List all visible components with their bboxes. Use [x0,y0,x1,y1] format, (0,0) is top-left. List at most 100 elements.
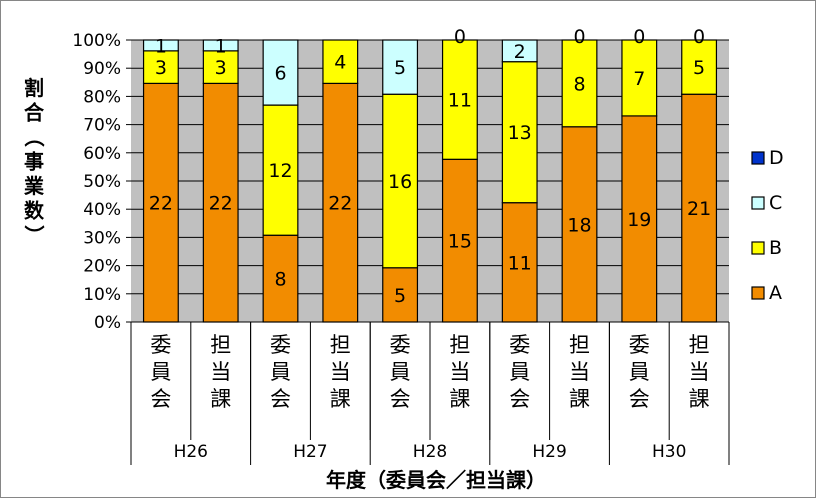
x-category-label-char: 担 [449,333,470,357]
data-label: 12 [268,160,292,182]
bar-segment-A [681,93,718,323]
data-label: 0 [633,26,645,48]
x-category-label-char: 当 [689,360,710,384]
x-group-label: H26 [174,442,208,462]
x-category-label-char: 員 [629,360,650,384]
x-category-label-char: 会 [390,387,411,411]
bar-segment-B [501,61,538,204]
y-tick-label: 10% [83,285,121,305]
data-label: 8 [573,73,585,95]
x-category-label-char: 課 [569,387,590,411]
data-label: 5 [394,57,406,79]
y-tick-label: 20% [83,257,121,277]
x-group-label: H30 [652,442,686,462]
bar-segment-B [621,39,658,117]
x-category-label-char: 委 [629,333,650,357]
bar-segment-A [202,82,239,323]
x-group-label: H28 [413,442,447,462]
y-title-char: ） [22,225,46,245]
data-label: 1 [215,35,227,57]
x-category-label-char: 担 [330,333,351,357]
data-label: 6 [274,63,286,85]
data-label: 4 [334,52,346,74]
legend: D C B A [751,147,784,304]
x-category-label-char: 会 [629,387,650,411]
y-tick-label: 90% [83,59,121,79]
y-tick-label: 100% [72,31,121,51]
bar-segment-C [382,39,419,95]
y-axis-title: 割合（ 事業数） [22,76,46,245]
legend-swatch [751,241,765,255]
data-label: 5 [693,57,705,79]
data-label: 19 [627,209,651,231]
x-category-label-char: 課 [210,387,231,411]
x-category-label-char: 担 [210,333,231,357]
y-axis-ticks: 0% 10% 20% 30% 40% 50% 60% 70% 80% 90% 100% [72,31,131,333]
bar-segment-B [202,50,239,84]
x-category-label-char: 委 [509,333,530,357]
x-category-label-char: 員 [390,360,411,384]
x-category-label-char: 委 [150,333,171,357]
data-label: 5 [394,285,406,307]
x-group-label: H29 [532,442,566,462]
data-label: 1 [155,35,167,57]
x-category-label-char: 会 [509,387,530,411]
bar-segment-C [142,39,179,52]
y-title-char: 数 [24,199,45,223]
data-label: 16 [388,171,412,193]
data-label: 2 [514,41,526,63]
data-label: 3 [215,57,227,79]
x-category-label-char: 当 [569,360,590,384]
y-tick-label: 30% [83,228,121,248]
y-title-char: 合 [24,101,45,125]
legend-swatch [751,151,765,165]
x-axis: 委員会 担当課 委員会 担当課 委員会 担当課 委員会 担当課 委員会 担当課 H26 H27 H28 H… [130,321,730,465]
x-category-label-char: 当 [210,360,231,384]
legend-label: A [769,282,782,304]
y-title-char: （ [22,127,46,147]
x-category-label-char: 会 [270,387,291,411]
bar-segment-C [262,39,299,106]
bar-segment-B [441,39,478,160]
y-title-char: 業 [24,174,45,198]
y-tick-label: 0% [94,313,121,333]
x-category-label-char: 委 [270,333,291,357]
data-label: 13 [508,122,532,144]
x-category-label-char: 課 [449,387,470,411]
bar-segment-B [322,39,359,84]
bar-segment-C [202,39,239,52]
x-category-label-char: 当 [449,360,470,384]
bar-segment-B [561,39,598,128]
bar-segment-C [501,39,538,63]
bar-segment-B [382,93,419,269]
x-axis-title: 年度（委員会／担当課） [326,468,546,492]
bar-segment-A [142,82,179,323]
data-label: 3 [155,57,167,79]
legend-swatch [751,286,765,300]
data-label: 22 [149,193,173,215]
bar-segment-B [262,104,299,236]
data-label: 7 [633,68,645,90]
y-title-char: 事 [24,150,44,174]
x-category-label-char: 員 [509,360,530,384]
data-label: 0 [693,26,705,48]
x-category-label-char: 担 [569,333,590,357]
data-label: 21 [687,198,711,220]
x-category-label-char: 員 [270,360,291,384]
x-category-label-char: 課 [689,387,710,411]
data-label: 22 [209,193,233,215]
x-category-label-char: 当 [330,360,351,384]
x-category-label-char: 委 [390,333,411,357]
y-tick-label: 50% [83,172,121,192]
y-tick-label: 80% [83,87,121,107]
x-category-label-char: 担 [689,333,710,357]
data-label: 15 [448,231,472,253]
x-category-label-char: 会 [150,387,171,411]
x-category-label-char: 員 [150,360,171,384]
data-label: 18 [567,214,591,236]
x-category-label-char: 課 [330,387,351,411]
x-group-label: H27 [293,442,327,462]
y-tick-label: 70% [83,116,121,136]
